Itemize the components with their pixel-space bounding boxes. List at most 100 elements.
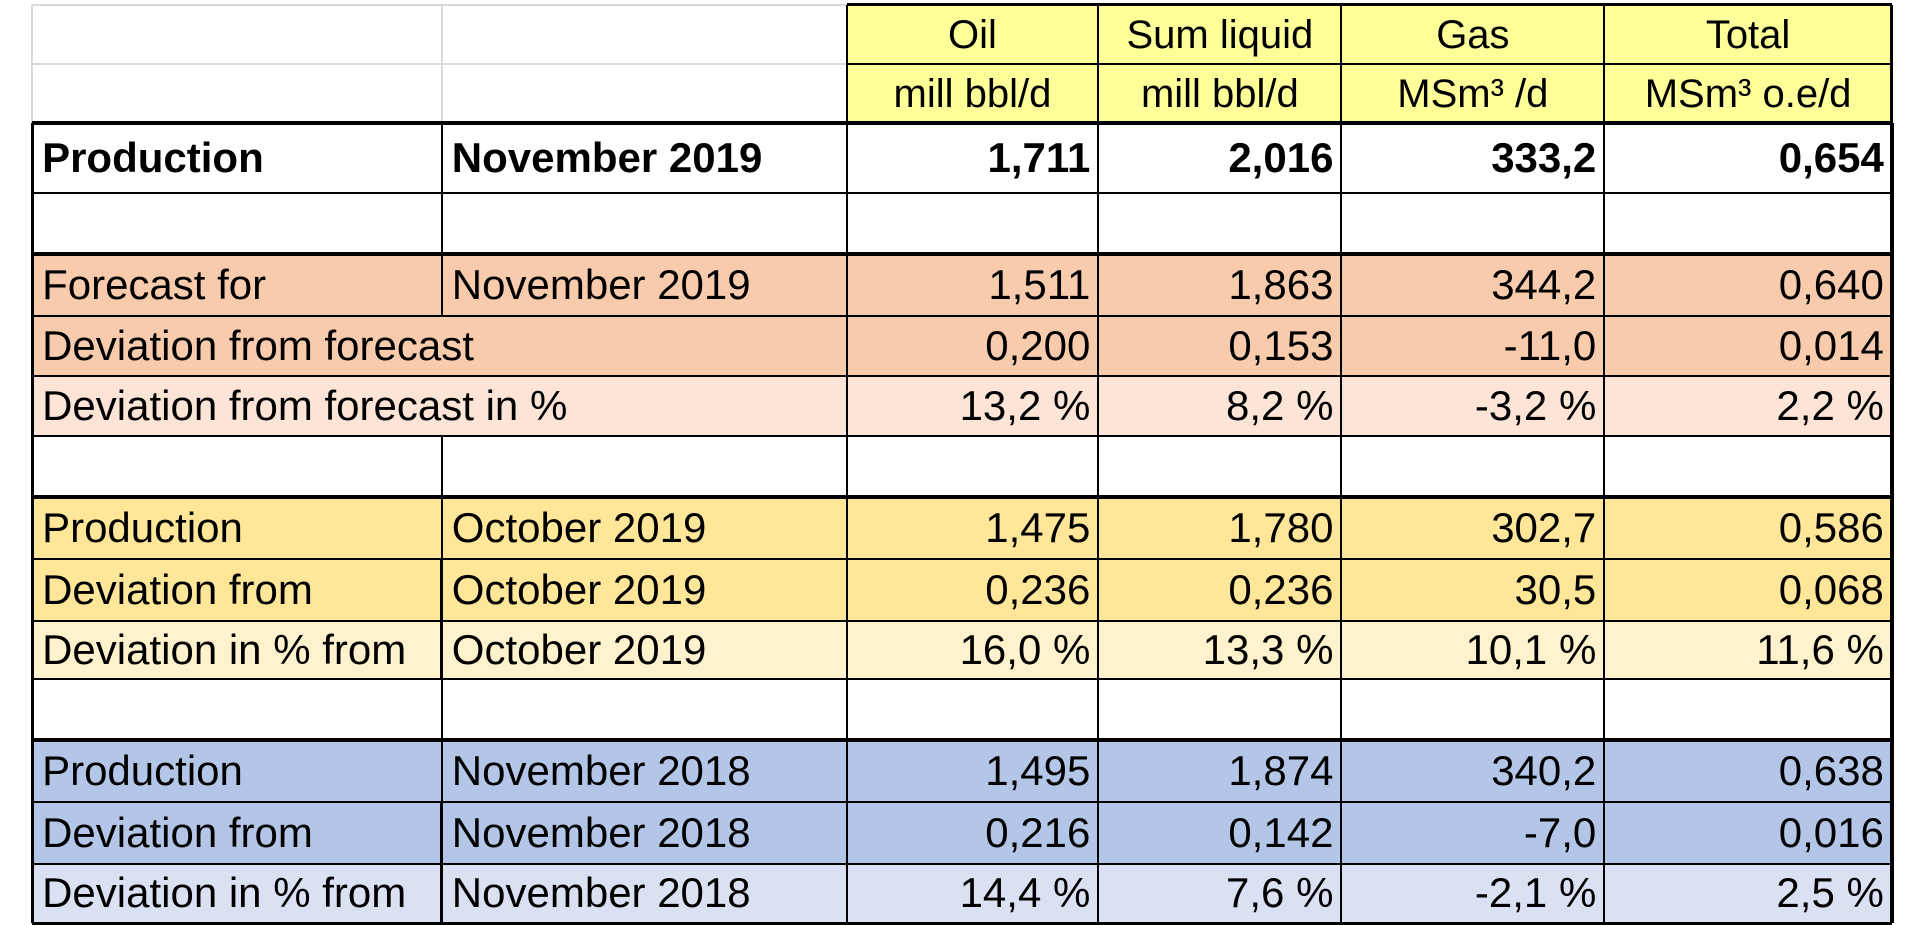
- previous-year-row-value: 340,2: [1341, 740, 1605, 803]
- previous-year-row-value: 7,6 %: [1098, 863, 1342, 924]
- grid-line: [32, 121, 1892, 126]
- previous-month-row-label: Production: [32, 497, 442, 560]
- previous-month-row-value: 0,236: [846, 559, 1099, 621]
- grid-line: [440, 863, 444, 924]
- grid-line: [32, 921, 1892, 925]
- grid-line: [846, 3, 1892, 7]
- grid-line: [845, 4, 848, 124]
- grid-line: [845, 123, 848, 924]
- header-quantity-3: Total: [1604, 4, 1892, 65]
- header-unit-1: mill bbl/d: [1098, 64, 1342, 124]
- grid-line: [32, 677, 1892, 680]
- previous-month-row-value: 1,475: [846, 497, 1099, 560]
- grid-line: [32, 375, 1892, 378]
- grid-line: [32, 495, 1892, 500]
- previous-month-row-value: 30,5: [1341, 559, 1605, 621]
- previous-month-row-value: 16,0 %: [846, 620, 1099, 679]
- grid-line: [1603, 4, 1606, 124]
- previous-year-row-value: 0,638: [1604, 740, 1892, 803]
- grid-line: [440, 192, 443, 255]
- previous-year-row-value: 1,874: [1098, 740, 1342, 803]
- grid-line: [32, 314, 1892, 317]
- forecast-row-value: 8,2 %: [1098, 376, 1342, 436]
- previous-month-row-value: 0,236: [1098, 559, 1342, 621]
- grid-line: [440, 254, 443, 316]
- previous-year-row-value: 2,5 %: [1604, 863, 1892, 924]
- grid-line: [32, 801, 1892, 804]
- previous-month-row-value: 13,3 %: [1098, 620, 1342, 679]
- grid-line: [32, 63, 847, 66]
- forecast-row-value: 344,2: [1341, 254, 1605, 316]
- grid-line: [32, 619, 1892, 622]
- grid-line: [1340, 4, 1343, 124]
- forecast-row-value: 2,2 %: [1604, 376, 1892, 436]
- previous-year-row-value: 1,495: [846, 740, 1099, 803]
- grid-line: [440, 435, 443, 498]
- grid-line: [1340, 123, 1343, 924]
- grid-line: [440, 740, 443, 803]
- forecast-row-value: 0,014: [1604, 315, 1892, 377]
- grid-line: [440, 678, 443, 741]
- grid-line: [32, 3, 847, 6]
- previous-month-row-label: Deviation from: [32, 559, 442, 621]
- previous-year-row-label: Deviation in % from: [32, 863, 442, 924]
- header-unit-3: MSm³ o.e/d: [1604, 64, 1892, 124]
- grid-line: [440, 4, 443, 124]
- production-value-2: 333,2: [1491, 133, 1597, 181]
- previous-year-row-period: November 2018: [441, 802, 847, 864]
- grid-line: [32, 191, 1892, 194]
- previous-month-row-value: 0,068: [1604, 559, 1892, 621]
- previous-year-row-period: November 2018: [441, 740, 847, 803]
- grid-line: [440, 620, 444, 679]
- grid-line: [1097, 4, 1100, 124]
- previous-year-row-value: -2,1 %: [1341, 863, 1605, 924]
- previous-month-row-period: October 2019: [441, 497, 847, 560]
- previous-month-row-value: 0,586: [1604, 497, 1892, 560]
- grid-line: [440, 802, 444, 864]
- grid-line: [31, 4, 34, 124]
- production-value-1: 2,016: [1228, 133, 1334, 181]
- production-label: Production: [42, 133, 264, 181]
- grid-line: [32, 252, 1892, 257]
- production-period: November 2019: [451, 133, 763, 181]
- grid-line: [440, 497, 443, 560]
- previous-month-row-period: October 2019: [441, 559, 847, 621]
- previous-month-row-period: October 2019: [441, 620, 847, 679]
- forecast-row-period: November 2019: [441, 254, 847, 316]
- grid-line: [32, 558, 1892, 561]
- forecast-row-value: 13,2 %: [846, 376, 1099, 436]
- grid-line: [846, 63, 1892, 66]
- header-unit-0: mill bbl/d: [846, 64, 1099, 124]
- grid-line: [32, 434, 1892, 437]
- previous-year-row-value: 14,4 %: [846, 863, 1099, 924]
- grid-line: [32, 738, 1892, 743]
- grid-line: [1603, 123, 1606, 924]
- forecast-row-label: Deviation from forecast in %: [32, 376, 847, 436]
- previous-month-row-value: 10,1 %: [1341, 620, 1605, 679]
- production-value-3: 0,654: [1778, 133, 1884, 181]
- previous-year-row-value: -7,0: [1341, 802, 1605, 864]
- forecast-row-label: Deviation from forecast: [32, 315, 847, 377]
- header-unit-2: MSm³ /d: [1341, 64, 1605, 124]
- previous-year-row-value: 0,016: [1604, 802, 1892, 864]
- forecast-row-value: 1,511: [846, 254, 1099, 316]
- grid-line: [1890, 4, 1894, 124]
- forecast-row-value: -11,0: [1341, 315, 1605, 377]
- header-quantity-1: Sum liquid: [1098, 4, 1342, 65]
- previous-year-row-label: Deviation from: [32, 802, 442, 864]
- grid-line: [1889, 123, 1894, 924]
- previous-year-row-label: Production: [32, 740, 442, 803]
- grid-line: [1097, 123, 1100, 924]
- previous-year-row-value: 0,142: [1098, 802, 1342, 864]
- forecast-row-value: 0,153: [1098, 315, 1342, 377]
- forecast-row-value: 0,200: [846, 315, 1099, 377]
- production-value-0: 1,711: [987, 133, 1091, 181]
- grid-line: [30, 123, 34, 924]
- previous-month-row-value: 302,7: [1341, 497, 1605, 560]
- grid-line: [440, 123, 443, 193]
- grid-line: [32, 862, 1892, 865]
- previous-year-row-value: 0,216: [846, 802, 1099, 864]
- forecast-row-value: -3,2 %: [1341, 376, 1605, 436]
- forecast-row-label: Forecast for: [32, 254, 442, 316]
